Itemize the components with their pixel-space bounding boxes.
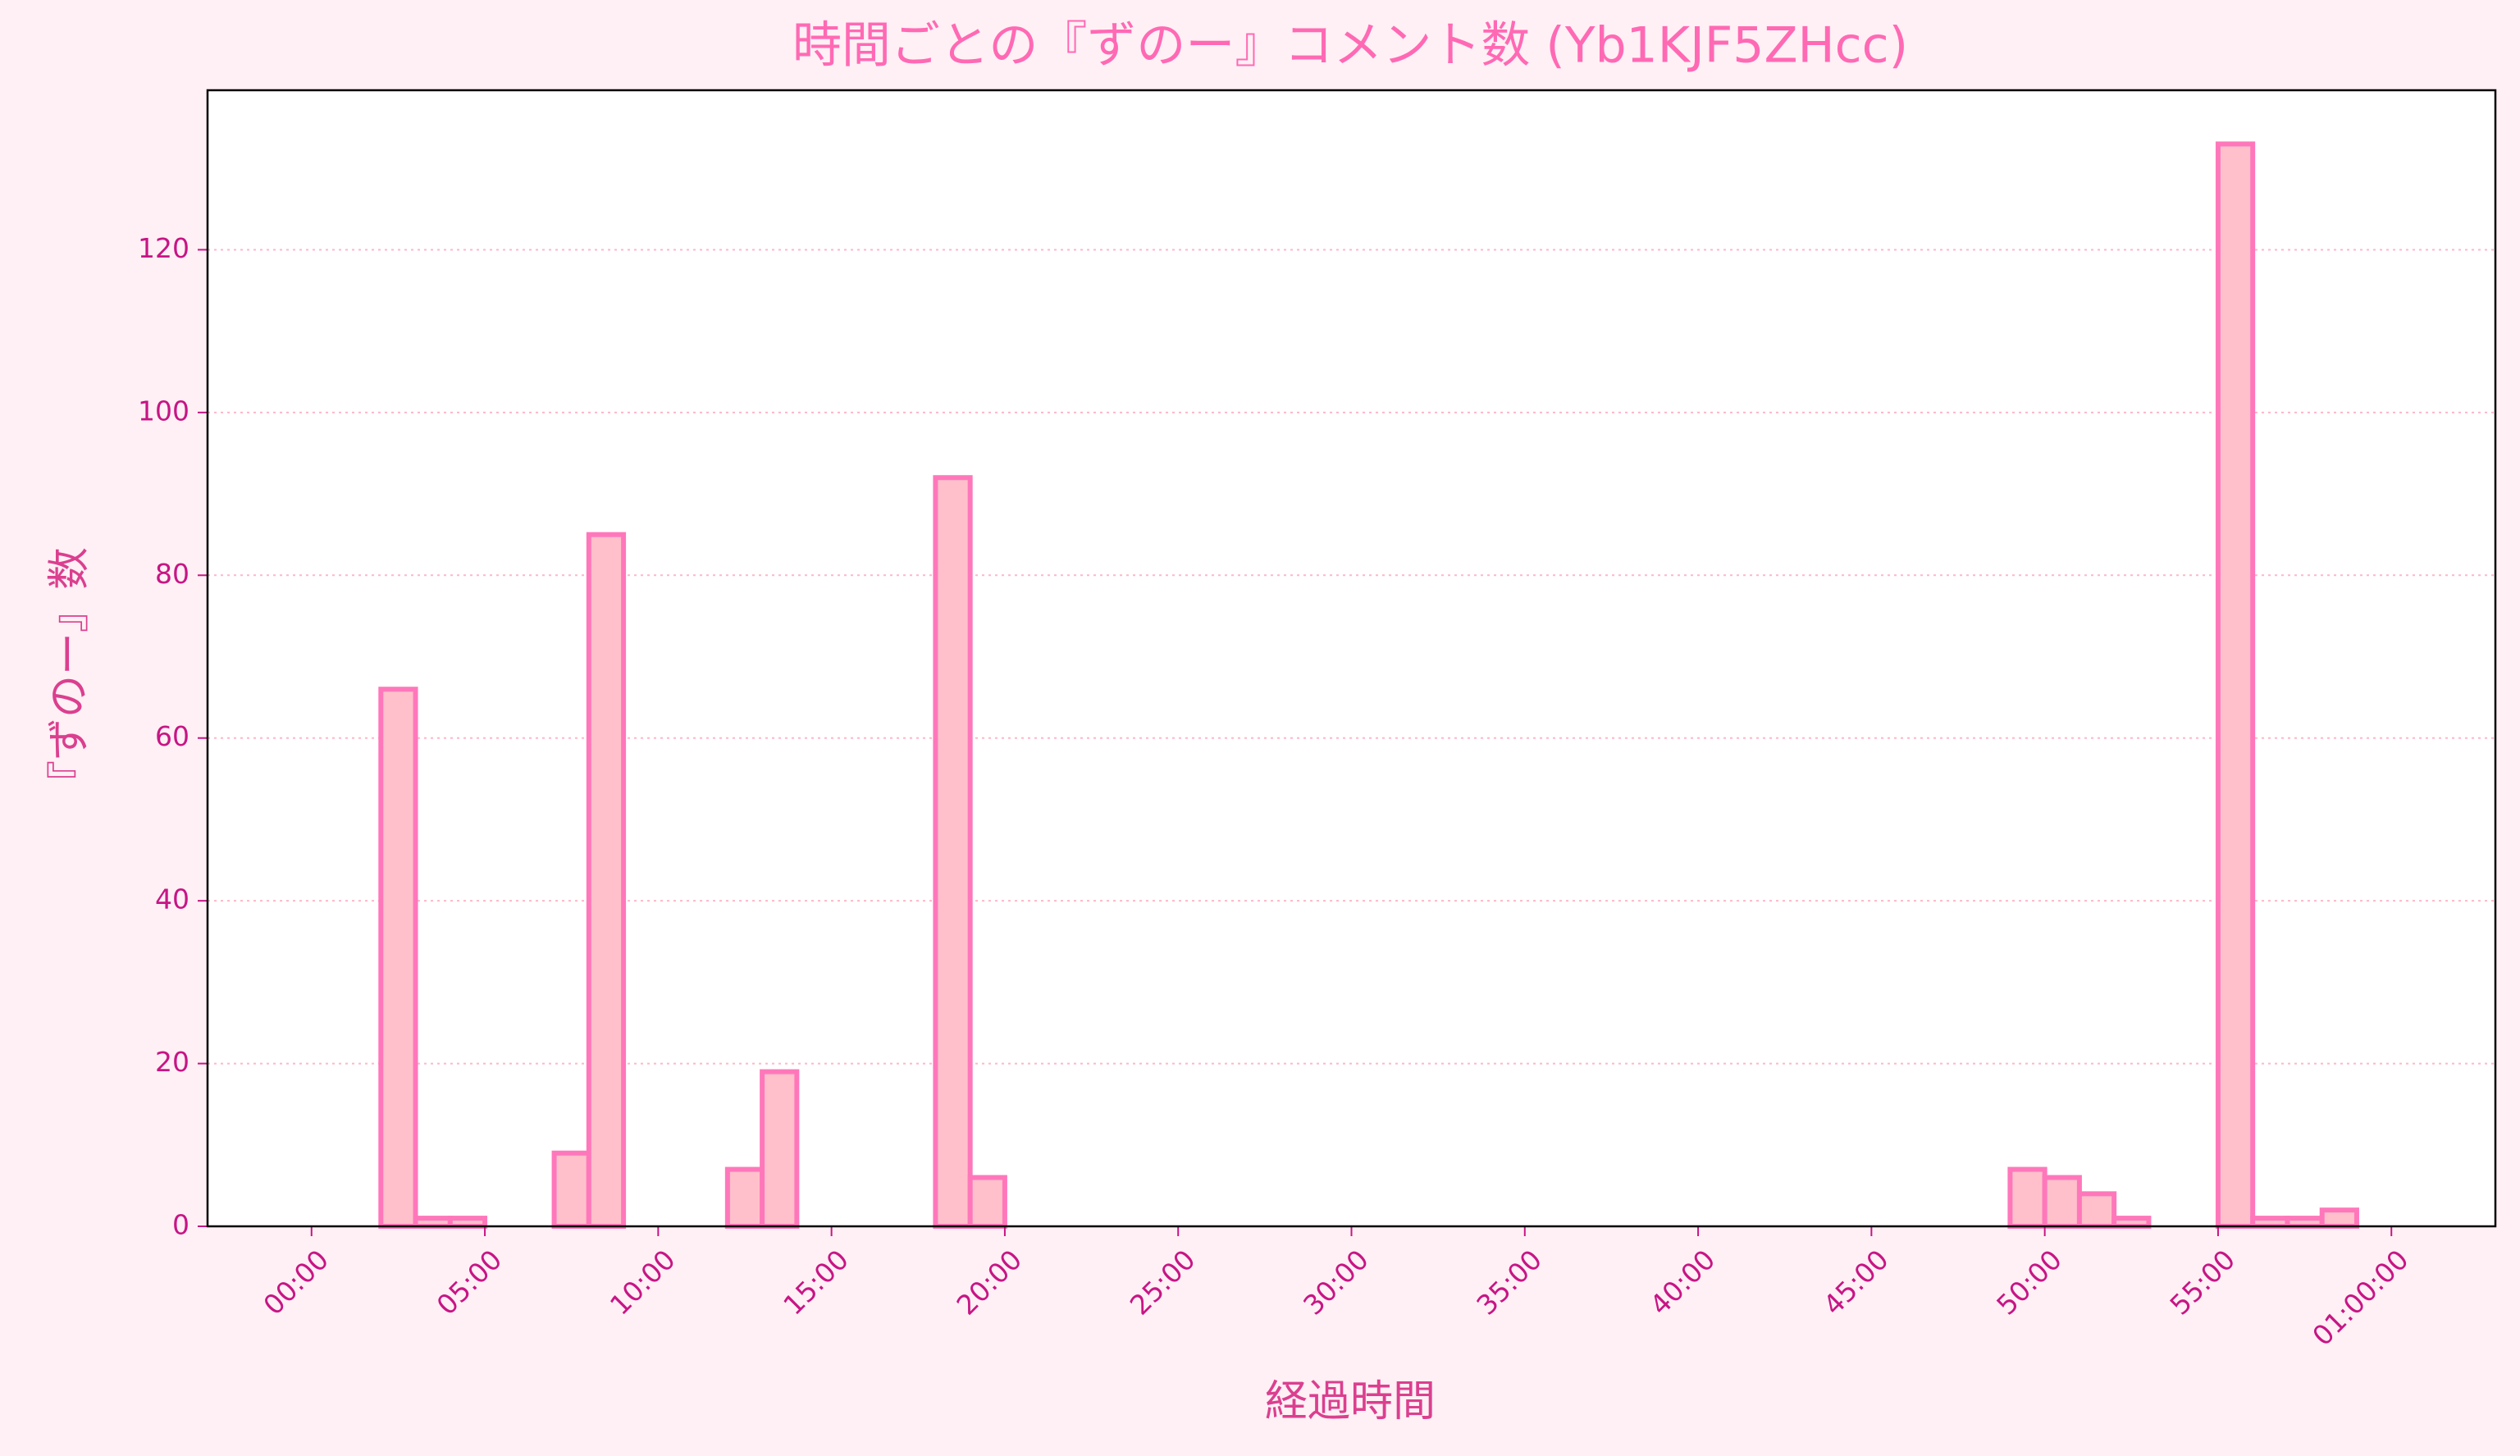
- y-tick-label: 40: [155, 883, 189, 915]
- bar: [551, 1150, 591, 1230]
- bar: [760, 1069, 800, 1230]
- bar: [2319, 1207, 2359, 1229]
- bar: [2111, 1216, 2152, 1230]
- plot-frame: [206, 89, 2497, 1228]
- x-tick-label: 55:00: [2163, 1244, 2241, 1321]
- bar: [447, 1216, 488, 1230]
- y-tick-label: 0: [172, 1209, 189, 1241]
- y-tick-label: 100: [138, 395, 189, 427]
- bar: [724, 1166, 765, 1230]
- chart-title: 時間ごとの『ずのー』コメント数 (Yb1KJF5ZHcc): [792, 17, 1908, 75]
- x-tick-label: 35:00: [1470, 1244, 1548, 1321]
- x-axis-label: 経過時間: [1265, 1377, 1436, 1426]
- y-tick-label: 20: [155, 1046, 189, 1078]
- plot-area: [208, 90, 2495, 1226]
- x-tick-label: 10:00: [604, 1244, 682, 1321]
- y-tick-label: 120: [138, 232, 189, 264]
- bar: [586, 532, 627, 1229]
- bar: [413, 1216, 453, 1230]
- y-axis-label: 『ずのー』数: [45, 547, 94, 803]
- y-tick-label: 80: [155, 558, 189, 590]
- x-tick-label: 15:00: [777, 1244, 855, 1321]
- bar: [2042, 1175, 2082, 1229]
- x-tick-label: 45:00: [1817, 1244, 1895, 1321]
- bar: [2215, 141, 2256, 1229]
- x-tick-label: 01:00:00: [2306, 1244, 2414, 1352]
- x-tick-label: 50:00: [1990, 1244, 2068, 1321]
- bar: [2250, 1216, 2290, 1230]
- x-tick-label: 25:00: [1124, 1244, 1202, 1321]
- bar: [933, 475, 973, 1229]
- x-tick-label: 20:00: [950, 1244, 1028, 1321]
- y-tick-label: 60: [155, 720, 189, 752]
- bar: [2076, 1191, 2117, 1229]
- bar: [378, 687, 418, 1229]
- bar: [2007, 1166, 2048, 1230]
- x-tick-label: 00:00: [257, 1244, 335, 1321]
- x-tick-label: 40:00: [1644, 1244, 1722, 1321]
- bar: [967, 1175, 1007, 1229]
- x-tick-label: 30:00: [1297, 1244, 1375, 1321]
- x-tick-label: 05:00: [431, 1244, 509, 1321]
- bar: [2285, 1216, 2325, 1230]
